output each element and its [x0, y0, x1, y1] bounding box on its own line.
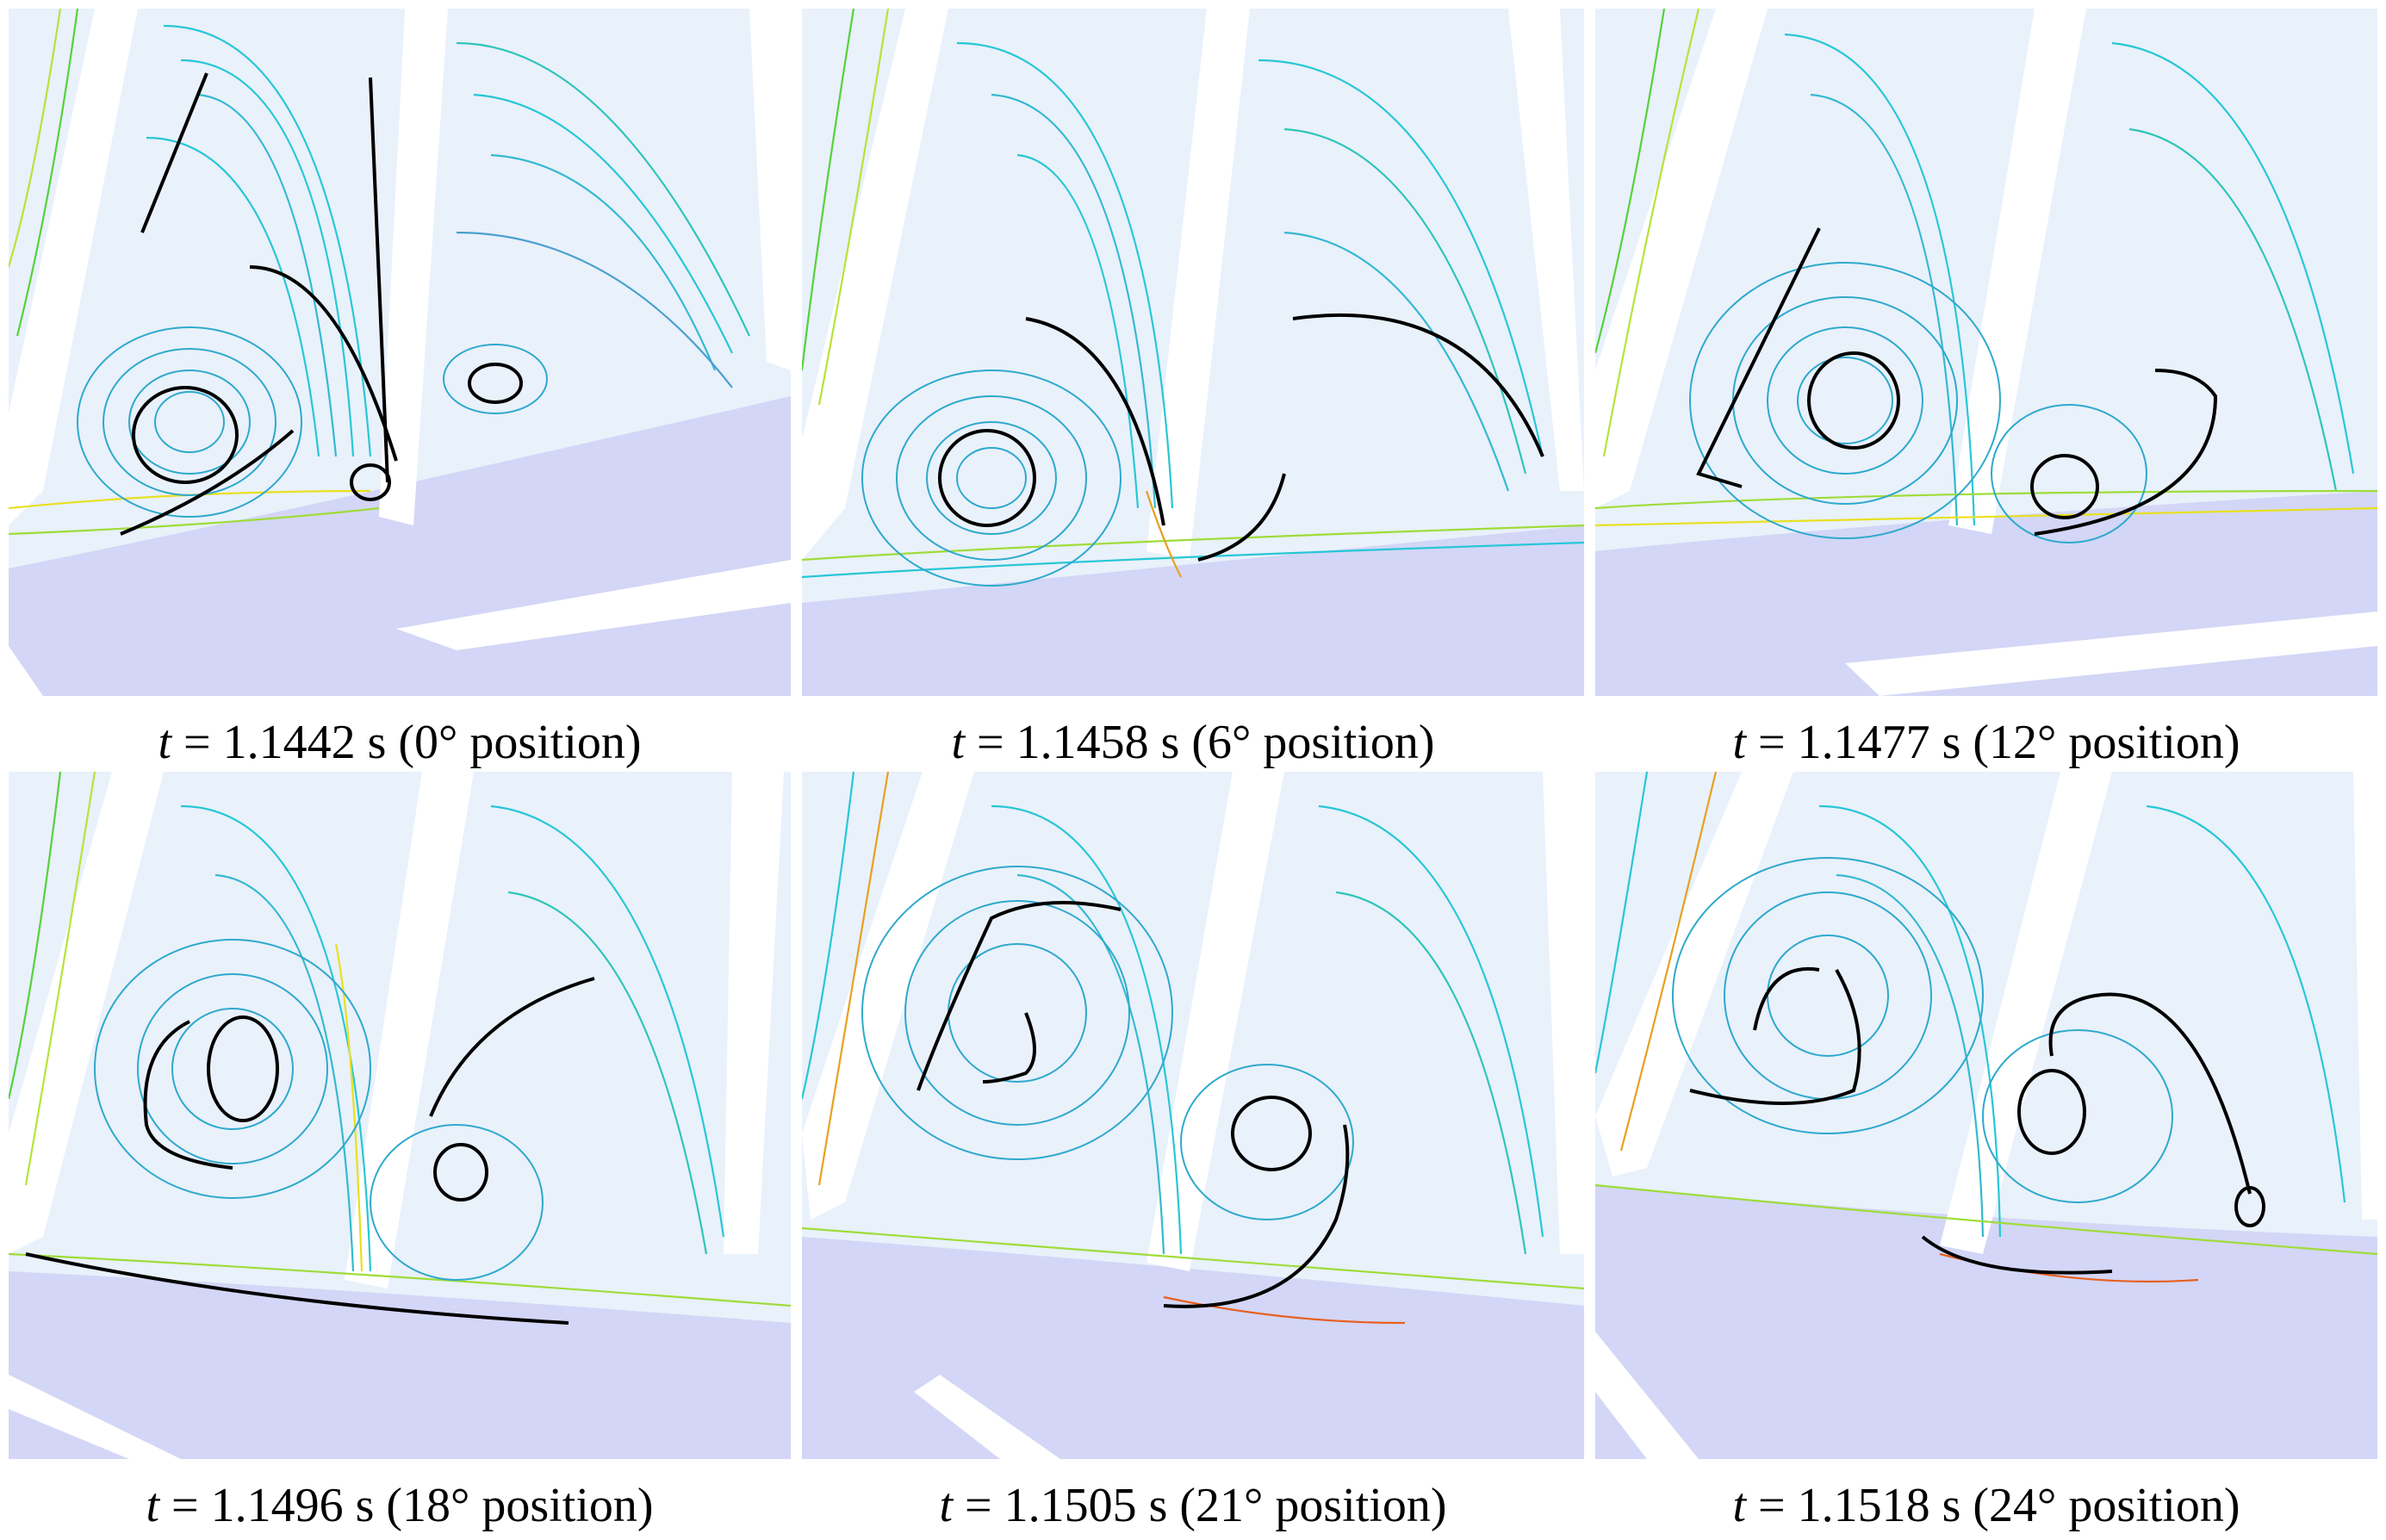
panel-caption: t = 1.1477 s (12° position): [1595, 708, 2377, 777]
time-symbol: t: [158, 716, 171, 769]
panel-caption: t = 1.1458 s (6° position): [802, 708, 1584, 777]
time-value: = 1.1477 s (12° position): [1746, 716, 2240, 769]
streamline-plot: [1595, 9, 2377, 696]
streamline-plot: [802, 772, 1584, 1459]
streamline-plot: [9, 772, 791, 1459]
time-symbol: t: [1732, 1479, 1746, 1532]
streamline-plot: [802, 9, 1584, 696]
panel-caption: t = 1.1505 s (21° position): [802, 1471, 1584, 1540]
time-symbol: t: [1732, 716, 1746, 769]
time-value: = 1.1458 s (6° position): [965, 716, 1435, 769]
streamline-image-12-deg: [1595, 9, 2377, 696]
time-symbol: t: [146, 1479, 159, 1532]
time-symbol: t: [939, 1479, 953, 1532]
streamline-plot: [9, 9, 791, 696]
panel-caption: t = 1.1442 s (0° position): [9, 708, 791, 777]
time-value: = 1.1505 s (21° position): [953, 1479, 1447, 1532]
streamline-image-21-deg: [802, 772, 1584, 1459]
streamline-image-24-deg: [1595, 772, 2377, 1459]
time-symbol: t: [951, 716, 965, 769]
streamline-plot: [1595, 772, 2377, 1459]
panel-caption: t = 1.1518 s (24° position): [1595, 1471, 2377, 1540]
panel-caption: t = 1.1496 s (18° position): [9, 1471, 791, 1540]
streamline-image-18-deg: [9, 772, 791, 1459]
streamline-image-6-deg: [802, 9, 1584, 696]
time-value: = 1.1442 s (0° position): [171, 716, 642, 769]
time-value: = 1.1496 s (18° position): [159, 1479, 654, 1532]
time-value: = 1.1518 s (24° position): [1746, 1479, 2240, 1532]
streamline-image-0-deg: [9, 9, 791, 696]
